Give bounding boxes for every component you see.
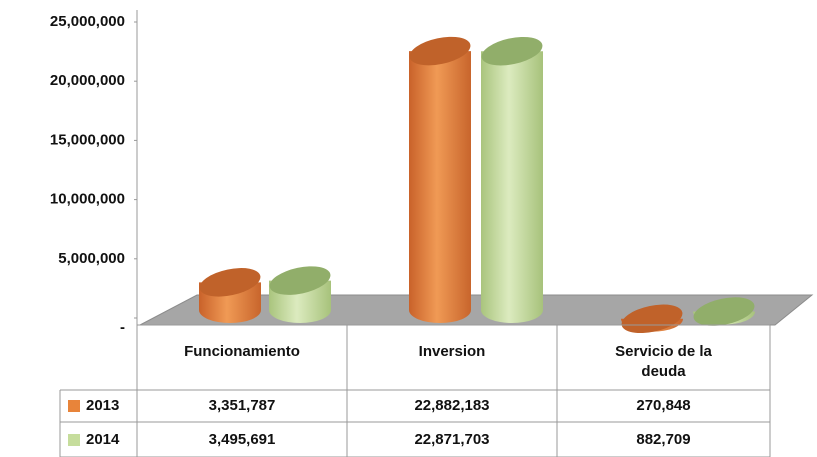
y-tick-label: 5,000,000 [58, 250, 125, 267]
table-value: 3,351,787 [209, 397, 276, 414]
legend-swatch [68, 400, 80, 412]
y-tick-label: 20,000,000 [50, 72, 125, 89]
legend-label: 2014 [86, 431, 120, 448]
table-value: 270,848 [636, 397, 690, 414]
cylinder-top [199, 268, 261, 297]
cylinder-body [481, 51, 543, 323]
category-label: Funcionamiento [184, 343, 300, 360]
table-value: 882,709 [636, 431, 690, 448]
legend-label: 2013 [86, 397, 119, 414]
cylinder-top [409, 36, 471, 66]
cylinder-top [693, 297, 755, 326]
y-tick-label: 25,000,000 [50, 13, 125, 30]
category-label: Servicio de la deuda [615, 343, 712, 380]
cylinder-body [409, 51, 471, 324]
y-tick-label: 15,000,000 [50, 131, 125, 148]
cylinder-top [269, 266, 331, 295]
table-value: 3,495,691 [209, 431, 276, 448]
cylinder-top [481, 36, 543, 66]
legend-swatch [68, 434, 80, 446]
category-label: Inversion [419, 343, 486, 360]
table-value: 22,882,183 [414, 397, 489, 414]
table-value: 22,871,703 [414, 431, 489, 448]
cylinder-top [621, 304, 683, 334]
y-tick-label: 10,000,000 [50, 191, 125, 208]
y-tick-label: - [120, 319, 125, 336]
